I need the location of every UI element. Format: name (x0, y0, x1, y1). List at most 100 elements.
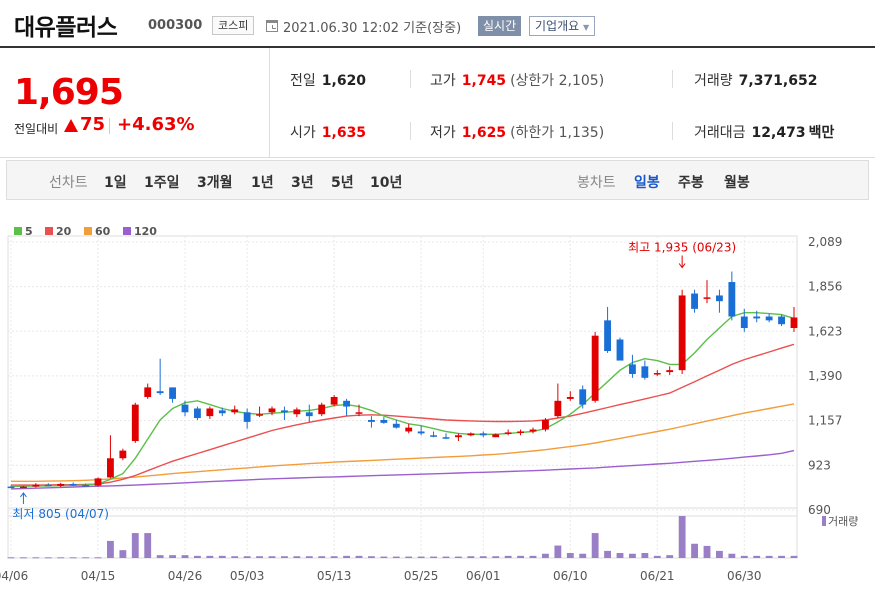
volume-bar (268, 556, 276, 558)
volume-bar (20, 557, 27, 559)
stock-header: 대유플러스 000300 코스피 2021.06.30 12:02 기준(장중)… (0, 0, 875, 48)
candle-body (529, 429, 537, 432)
volume-bar (790, 555, 798, 558)
volume-bar (380, 556, 388, 558)
candle-body (604, 320, 611, 352)
divider (410, 122, 411, 140)
candle-body (753, 316, 761, 319)
candle-body (94, 478, 102, 486)
candle-body (32, 484, 40, 487)
price-panel-frame (7, 235, 798, 517)
price-chart: 2,089 1,856 1,623 1,390 1,157 923 690 04/06 04/1… (0, 218, 875, 590)
x-tick-label: 05/25 (404, 569, 439, 583)
candle-weekly[interactable]: 주봉 (678, 175, 704, 191)
legend-label: 60 (95, 225, 111, 238)
period-3y[interactable]: 3년 (291, 175, 314, 191)
high-metric: 고가 1,745 (상한가 2,105) (430, 70, 604, 90)
period-3m[interactable]: 3개월 (197, 175, 233, 191)
high-value: 1,745 (461, 73, 507, 89)
candle-body (57, 483, 65, 486)
divider (672, 122, 673, 140)
volume-bar (542, 553, 549, 558)
candle-body (218, 410, 226, 414)
current-price: 1,695 (14, 72, 124, 113)
candle-monthly[interactable]: 월봉 (724, 175, 750, 191)
candle-body (778, 316, 785, 325)
company-overview-dropdown[interactable]: 기업개요 ▼ (529, 16, 596, 36)
volume-bar (57, 557, 65, 559)
x-tick-label: 05/13 (317, 569, 352, 583)
candle-body (504, 432, 512, 434)
volume-bar (293, 556, 301, 558)
candle-body (392, 423, 400, 428)
candle-body (256, 414, 263, 416)
volume-bar (94, 557, 102, 559)
candle-body (442, 437, 450, 439)
candle-body (653, 373, 661, 375)
volume-bar (318, 556, 326, 558)
volume-bar (256, 556, 263, 558)
period-1y[interactable]: 1년 (251, 175, 274, 191)
divider (672, 70, 673, 88)
volume-bar (716, 550, 723, 558)
change-rate: +4.63% (117, 114, 195, 135)
candle-body (144, 387, 152, 397)
period-1d[interactable]: 1일 (104, 175, 127, 191)
volume-bar (479, 556, 487, 558)
candle-body (156, 391, 164, 394)
candle-body (430, 435, 437, 437)
realtime-button[interactable]: 실시간 (478, 16, 522, 36)
y-tick-label: 1,157 (808, 414, 842, 428)
market-badge: 코스피 (212, 16, 255, 35)
y-tick-label: 923 (808, 458, 831, 472)
volume-metric: 거래량 7,371,652 (694, 70, 817, 90)
company-name[interactable]: 대유플러스 (14, 15, 118, 41)
trade-amount-unit: 백만 (808, 125, 835, 141)
candle-body (305, 412, 313, 417)
price-summary: 1,695 전일대비 75 +4.63% 전일 1,620 고가 1,745 (상한가… (0, 48, 875, 158)
volume-bar (554, 545, 562, 558)
volume-bar (517, 555, 524, 558)
trade-amount-metric: 거래대금 12,473 백만 (694, 122, 834, 142)
quote-datetime: 2021.06.30 12:02 기준(장중) (283, 21, 462, 36)
volume-bar (467, 556, 475, 558)
candle-body (740, 316, 748, 329)
x-tick-label: 06/10 (553, 569, 588, 583)
volume-bar (218, 555, 226, 558)
period-5y[interactable]: 5년 (331, 175, 354, 191)
volume-bar (206, 555, 214, 558)
change-label: 전일대비 (14, 122, 59, 136)
candle-body (542, 419, 549, 430)
volume-bar (281, 556, 288, 558)
ma20-line (11, 343, 795, 486)
trade-amount-value: 12,473 (751, 125, 806, 141)
volume-bar (591, 533, 599, 558)
volume-bar (753, 555, 761, 558)
period-10y[interactable]: 10년 (370, 175, 403, 191)
volume-bar (144, 533, 152, 558)
volume-bar (691, 543, 698, 558)
candle-body (355, 412, 363, 414)
y-tick-label: 690 (808, 503, 831, 517)
volume-bar (653, 555, 661, 558)
open-label: 시가 (290, 125, 316, 141)
x-tick-label: 06/21 (640, 569, 675, 583)
volume-bar (392, 556, 400, 558)
y-tick-label: 1,623 (808, 324, 842, 338)
legend-swatch (14, 227, 22, 235)
period-selector: 선차트 1일 1주일 3개월 1년 3년 5년 10년 봉차트 일봉 주봉 월봉 (6, 160, 869, 200)
candle-body (703, 297, 711, 299)
candle-body (479, 433, 487, 436)
candle-body (7, 486, 15, 489)
volume-bar (330, 556, 338, 558)
open-metric: 시가 1,635 (290, 122, 366, 142)
ma60-line (11, 403, 795, 482)
low-label: 저가 (430, 125, 456, 141)
volume-legend-label: 거래량 (828, 515, 858, 528)
candle-body (82, 485, 89, 487)
candle-body (169, 387, 176, 399)
candle-daily[interactable]: 일봉 (634, 175, 660, 191)
candle-body (455, 435, 462, 438)
candle-body (591, 335, 599, 401)
period-1w[interactable]: 1주일 (144, 175, 180, 191)
